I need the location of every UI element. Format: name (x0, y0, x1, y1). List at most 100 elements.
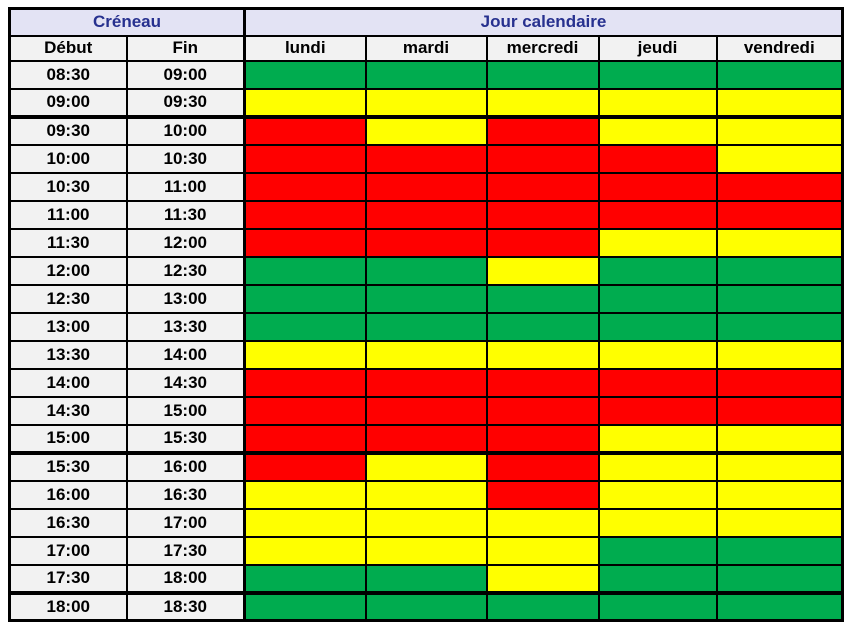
slot-cell-jeudi-1000[interactable] (597, 143, 718, 174)
slot-cell-mercredi-1330[interactable] (485, 339, 600, 370)
slot-cell-lundi-1630[interactable] (243, 507, 367, 538)
slot-cell-lundi-1030[interactable] (243, 171, 367, 202)
slot-cell-lundi-1100[interactable] (243, 199, 367, 230)
slot-cell-vendredi-1630[interactable] (715, 507, 844, 538)
slot-cell-jeudi-1230[interactable] (597, 283, 718, 314)
slot-cell-vendredi-1600[interactable] (715, 479, 844, 510)
slot-cell-mercredi-1030[interactable] (485, 171, 600, 202)
slot-cell-vendredi-1100[interactable] (715, 199, 844, 230)
slot-cell-lundi-1530[interactable] (243, 450, 367, 482)
slot-cell-lundi-1130[interactable] (243, 227, 367, 258)
slot-cell-mercredi-1730[interactable] (485, 563, 600, 594)
slot-cell-mercredi-1300[interactable] (485, 311, 600, 342)
slot-cell-mardi-1430[interactable] (364, 395, 488, 426)
slot-cell-mardi-1400[interactable] (364, 367, 488, 398)
slot-cell-mardi-1000[interactable] (364, 143, 488, 174)
slot-cell-mercredi-1100[interactable] (485, 199, 600, 230)
slot-cell-jeudi-1300[interactable] (597, 311, 718, 342)
slot-cell-mardi-1700[interactable] (364, 535, 488, 566)
slot-cell-lundi-0900[interactable] (243, 87, 367, 118)
slot-cell-lundi-1230[interactable] (243, 283, 367, 314)
slot-cell-jeudi-1700[interactable] (597, 535, 718, 566)
slot-cell-mercredi-1600[interactable] (485, 479, 600, 510)
slot-cell-mercredi-1230[interactable] (485, 283, 600, 314)
slot-cell-mercredi-1000[interactable] (485, 143, 600, 174)
slot-cell-lundi-1700[interactable] (243, 535, 367, 566)
slot-cell-jeudi-1530[interactable] (597, 450, 718, 482)
slot-cell-mardi-1600[interactable] (364, 479, 488, 510)
slot-cell-jeudi-1500[interactable] (597, 423, 718, 454)
slot-cell-lundi-1430[interactable] (243, 395, 367, 426)
slot-cell-jeudi-1430[interactable] (597, 395, 718, 426)
slot-cell-jeudi-0900[interactable] (597, 87, 718, 118)
slot-cell-vendredi-1200[interactable] (715, 255, 844, 286)
slot-cell-lundi-1300[interactable] (243, 311, 367, 342)
slot-cell-mercredi-1430[interactable] (485, 395, 600, 426)
slot-cell-mercredi-0900[interactable] (485, 87, 600, 118)
slot-cell-mercredi-1800[interactable] (485, 590, 600, 622)
slot-cell-lundi-0830[interactable] (243, 59, 367, 90)
slot-cell-lundi-0930[interactable] (243, 114, 367, 146)
slot-cell-mercredi-1500[interactable] (485, 423, 600, 454)
slot-cell-jeudi-0930[interactable] (597, 114, 718, 146)
slot-cell-mardi-0900[interactable] (364, 87, 488, 118)
slot-cell-vendredi-1300[interactable] (715, 311, 844, 342)
slot-cell-mercredi-1200[interactable] (485, 255, 600, 286)
slot-cell-mardi-1130[interactable] (364, 227, 488, 258)
slot-cell-lundi-1600[interactable] (243, 479, 367, 510)
slot-cell-mardi-1730[interactable] (364, 563, 488, 594)
slot-cell-lundi-1730[interactable] (243, 563, 367, 594)
slot-cell-mercredi-1530[interactable] (485, 450, 600, 482)
slot-cell-vendredi-1800[interactable] (715, 590, 844, 622)
slot-cell-jeudi-1730[interactable] (597, 563, 718, 594)
slot-cell-vendredi-1130[interactable] (715, 227, 844, 258)
slot-cell-mardi-1100[interactable] (364, 199, 488, 230)
slot-cell-mardi-0930[interactable] (364, 114, 488, 146)
slot-cell-jeudi-1200[interactable] (597, 255, 718, 286)
slot-cell-vendredi-1430[interactable] (715, 395, 844, 426)
slot-cell-vendredi-1700[interactable] (715, 535, 844, 566)
slot-cell-vendredi-0930[interactable] (715, 114, 844, 146)
slot-cell-mardi-1330[interactable] (364, 339, 488, 370)
slot-cell-vendredi-1000[interactable] (715, 143, 844, 174)
slot-cell-jeudi-1130[interactable] (597, 227, 718, 258)
slot-cell-lundi-1400[interactable] (243, 367, 367, 398)
slot-cell-jeudi-1330[interactable] (597, 339, 718, 370)
slot-cell-vendredi-1500[interactable] (715, 423, 844, 454)
slot-cell-mardi-1530[interactable] (364, 450, 488, 482)
slot-cell-jeudi-0830[interactable] (597, 59, 718, 90)
slot-cell-vendredi-1400[interactable] (715, 367, 844, 398)
slot-cell-vendredi-0830[interactable] (715, 59, 844, 90)
slot-cell-vendredi-1730[interactable] (715, 563, 844, 594)
slot-cell-vendredi-1230[interactable] (715, 283, 844, 314)
slot-cell-mardi-1300[interactable] (364, 311, 488, 342)
slot-cell-mardi-1030[interactable] (364, 171, 488, 202)
slot-cell-lundi-1500[interactable] (243, 423, 367, 454)
slot-cell-mercredi-1700[interactable] (485, 535, 600, 566)
slot-cell-lundi-1800[interactable] (243, 590, 367, 622)
slot-cell-lundi-1000[interactable] (243, 143, 367, 174)
slot-cell-mardi-0830[interactable] (364, 59, 488, 90)
slot-cell-jeudi-1800[interactable] (597, 590, 718, 622)
slot-cell-lundi-1330[interactable] (243, 339, 367, 370)
slot-cell-jeudi-1030[interactable] (597, 171, 718, 202)
slot-cell-mardi-1500[interactable] (364, 423, 488, 454)
slot-cell-jeudi-1400[interactable] (597, 367, 718, 398)
slot-cell-mardi-1800[interactable] (364, 590, 488, 622)
slot-cell-mercredi-1630[interactable] (485, 507, 600, 538)
slot-cell-mardi-1630[interactable] (364, 507, 488, 538)
slot-cell-jeudi-1100[interactable] (597, 199, 718, 230)
slot-cell-mercredi-0930[interactable] (485, 114, 600, 146)
slot-cell-mercredi-1400[interactable] (485, 367, 600, 398)
slot-cell-lundi-1200[interactable] (243, 255, 367, 286)
slot-cell-mardi-1230[interactable] (364, 283, 488, 314)
slot-cell-vendredi-1330[interactable] (715, 339, 844, 370)
slot-cell-vendredi-1530[interactable] (715, 450, 844, 482)
slot-cell-jeudi-1600[interactable] (597, 479, 718, 510)
slot-cell-vendredi-0900[interactable] (715, 87, 844, 118)
slot-cell-jeudi-1630[interactable] (597, 507, 718, 538)
slot-cell-mardi-1200[interactable] (364, 255, 488, 286)
slot-cell-vendredi-1030[interactable] (715, 171, 844, 202)
slot-cell-mercredi-1130[interactable] (485, 227, 600, 258)
slot-cell-mercredi-0830[interactable] (485, 59, 600, 90)
